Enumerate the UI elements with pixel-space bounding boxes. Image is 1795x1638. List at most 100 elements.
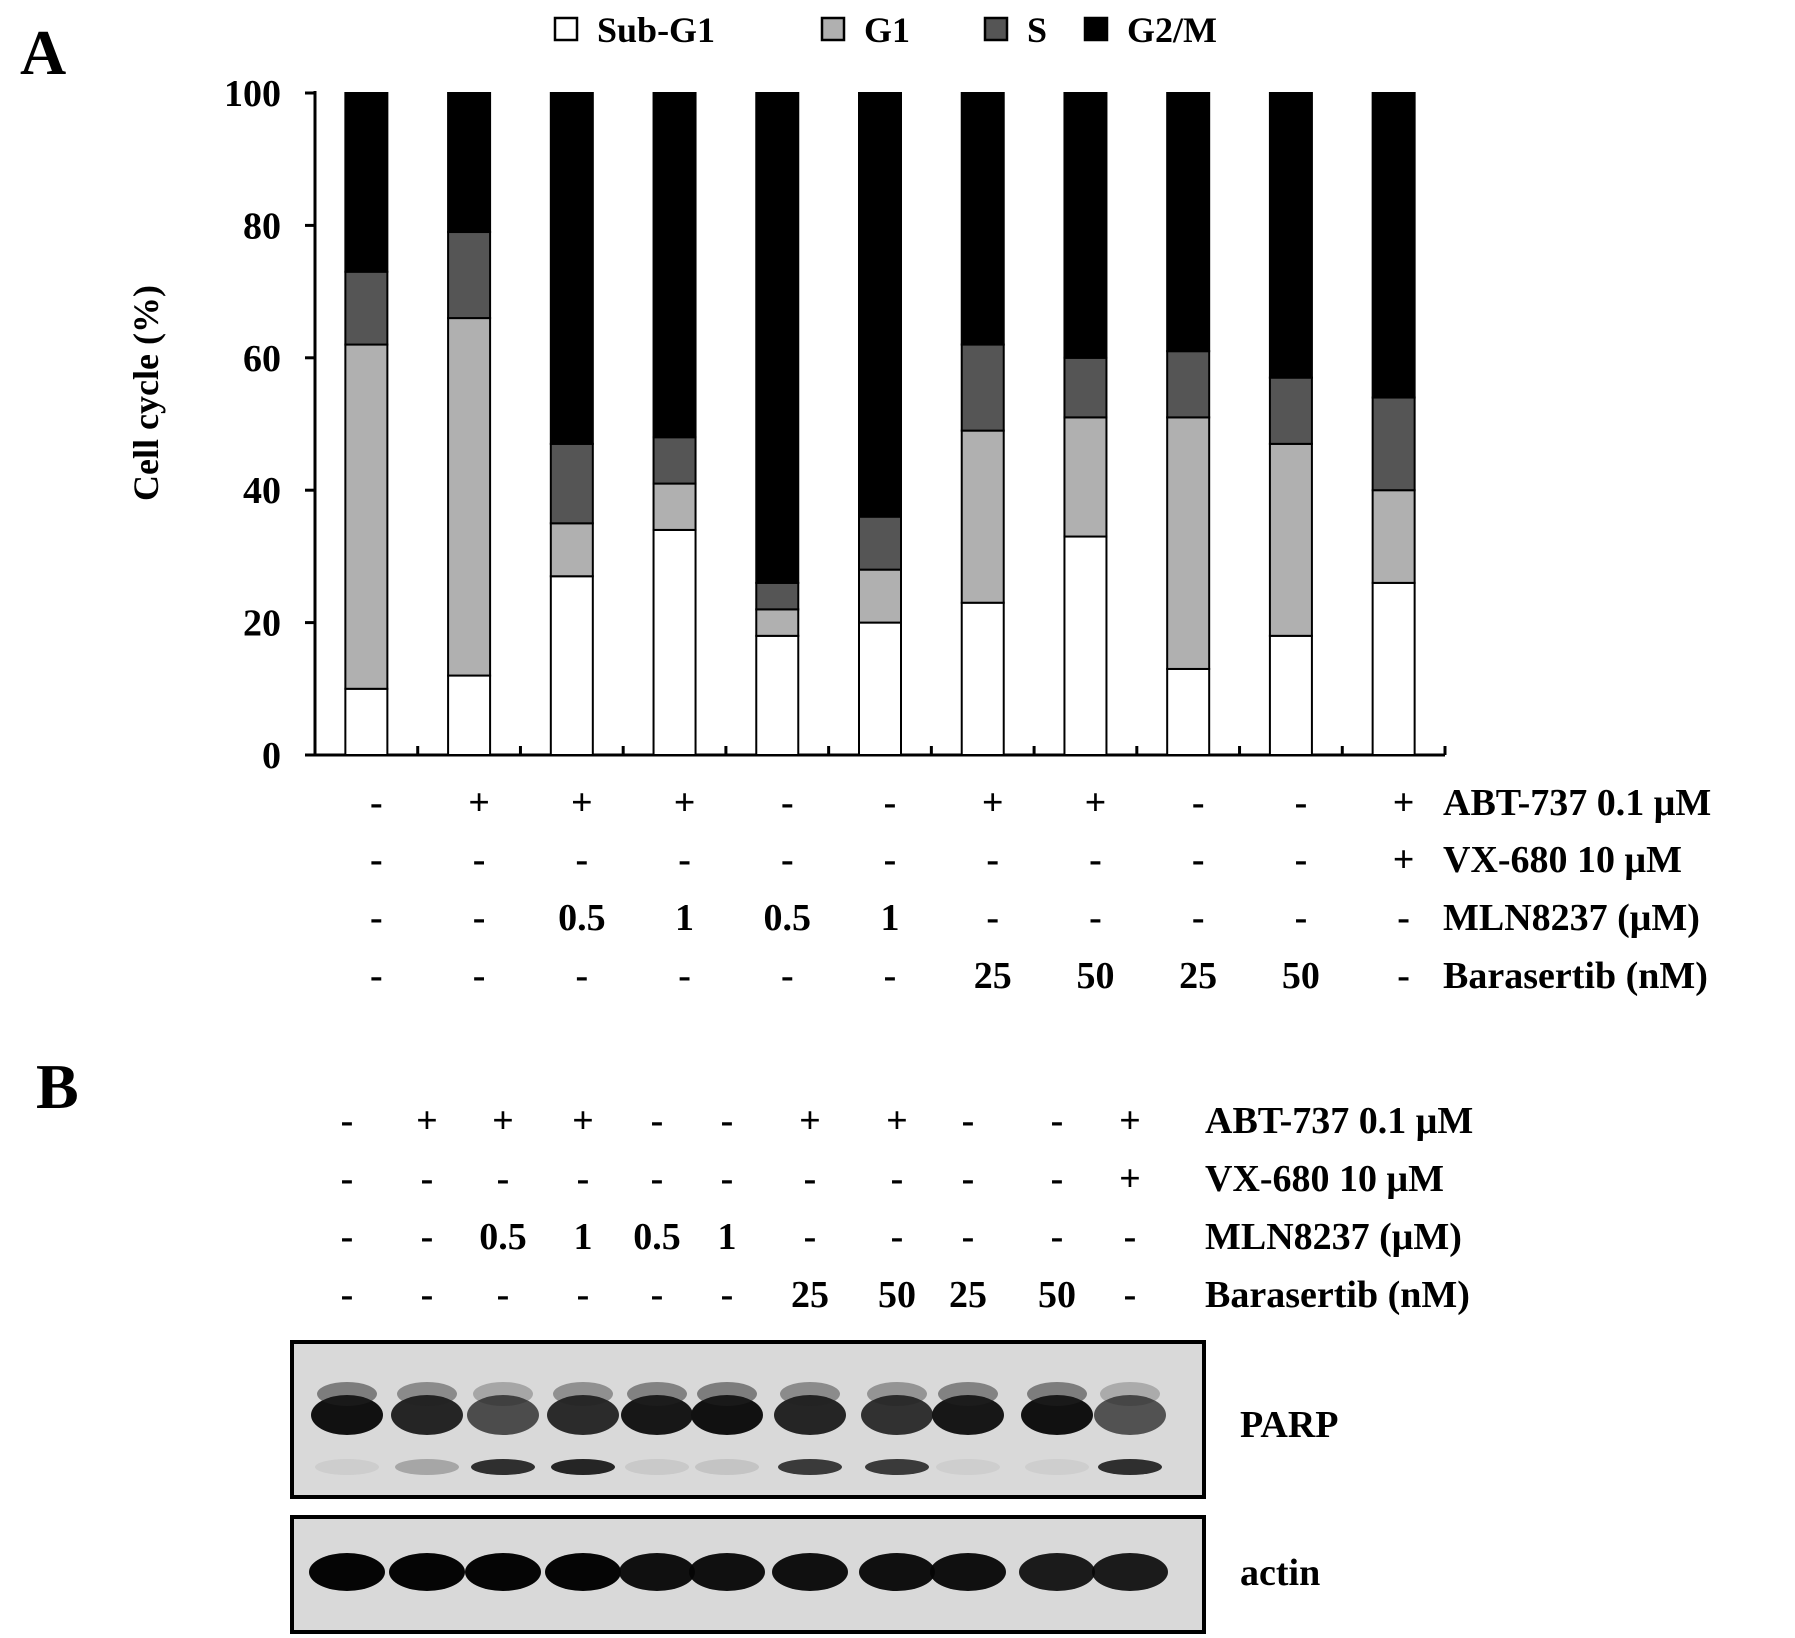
panel-a-label: A xyxy=(20,17,66,88)
treatment-cell-r2-c7: - xyxy=(804,1158,817,1200)
treatment-label-2: VX-680 10 μM xyxy=(1205,1158,1444,1200)
treatment-cell-r4-c6: - xyxy=(721,1274,734,1316)
bar-s-3 xyxy=(549,442,594,525)
treatment-cell-r3-c4: 1 xyxy=(675,897,694,939)
parp-full-band-5 xyxy=(621,1395,693,1435)
parp-full-upper-band-3 xyxy=(473,1382,533,1406)
y-tick-label-80: 80 xyxy=(243,205,281,247)
bar-s-1 xyxy=(344,270,389,346)
legend-label-sub-g1: Sub-G1 xyxy=(597,10,715,50)
treatment-cell-r2-c7: - xyxy=(986,839,999,881)
treatment-cell-r1-c4: + xyxy=(572,1100,594,1142)
bar-sub-g1-5 xyxy=(755,634,800,757)
treatment-cell-r4-c3: - xyxy=(575,955,588,997)
treatment-cell-r4-c8: 50 xyxy=(878,1274,916,1316)
bar-g1-8 xyxy=(1063,416,1108,538)
treatment-cell-r3-c7: - xyxy=(804,1216,817,1258)
parp-full-upper-band-11 xyxy=(1100,1382,1160,1406)
treatment-cell-r3-c1: - xyxy=(341,1216,354,1258)
treatment-cell-r1-c8: + xyxy=(1085,782,1107,824)
actin-band-1 xyxy=(309,1553,385,1591)
treatment-cell-r1-c2: + xyxy=(468,782,490,824)
treatment-cell-r1-c2: + xyxy=(416,1100,438,1142)
bar-g2-m-6 xyxy=(858,92,902,518)
treatment-cell-r4-c4: - xyxy=(678,955,691,997)
actin-band-9 xyxy=(930,1553,1006,1591)
parp-full-band-7 xyxy=(774,1395,846,1435)
bar-g1-6 xyxy=(858,568,902,624)
bar-g1-10 xyxy=(1268,442,1313,637)
legend-swatch-g1 xyxy=(820,16,846,42)
treatment-cell-r4-c9: 25 xyxy=(1179,955,1217,997)
bar-s-5 xyxy=(755,581,800,611)
bar-s-6 xyxy=(858,515,902,571)
bar-g1-7 xyxy=(960,429,1005,604)
treatment-cell-r3-c6: 1 xyxy=(718,1216,737,1258)
treatment-cell-r1-c9: - xyxy=(962,1100,975,1142)
blot-label-actin: actin xyxy=(1240,1552,1320,1594)
panel-a-treatment-table: - + + + - - + + - - + ABT-737 0.1 μM - - - - - - - - - - + VX-6… xyxy=(370,782,1711,997)
actin-band-11 xyxy=(1092,1553,1168,1591)
treatment-cell-r4-c9: 25 xyxy=(949,1274,987,1316)
parp-full-upper-band-10 xyxy=(1027,1382,1087,1406)
legend-swatch-s xyxy=(983,16,1009,42)
y-tick-label-100: 100 xyxy=(224,73,281,115)
treatment-cell-r1-c9: - xyxy=(1192,782,1205,824)
treatment-label-1: ABT-737 0.1 μM xyxy=(1205,1100,1473,1142)
parp-full-band-4 xyxy=(547,1395,619,1435)
treatment-cell-r1-c10: - xyxy=(1295,782,1308,824)
bar-s-2 xyxy=(447,231,492,320)
bar-sub-g1-4 xyxy=(652,528,697,756)
treatment-cell-r3-c3: 0.5 xyxy=(479,1216,527,1258)
parp-full-band-2 xyxy=(391,1395,463,1435)
panel-b-label: B xyxy=(36,1051,79,1122)
treatment-cell-r4-c2: - xyxy=(473,955,486,997)
treatment-cell-r1-c8: + xyxy=(886,1100,908,1142)
treatment-cell-r2-c10: - xyxy=(1295,839,1308,881)
bar-g1-9 xyxy=(1166,416,1211,670)
parp-full-band-1 xyxy=(311,1395,383,1435)
treatment-cell-r3-c5: 0.5 xyxy=(764,897,812,939)
bar-s-7 xyxy=(960,343,1005,432)
treatment-cell-r4-c1: - xyxy=(341,1274,354,1316)
chart-legend: Sub-G1 G1 S G2/M xyxy=(553,10,1217,50)
actin-band-10 xyxy=(1019,1553,1095,1591)
parp-cleaved-band-2 xyxy=(395,1459,459,1475)
treatment-cell-r3-c6: 1 xyxy=(881,897,900,939)
treatment-cell-r3-c3: 0.5 xyxy=(558,897,606,939)
treatment-cell-r4-c5: - xyxy=(651,1274,664,1316)
bar-g1-5 xyxy=(755,608,800,637)
treatment-cell-r4-c10: 50 xyxy=(1038,1274,1076,1316)
bar-g1-2 xyxy=(447,317,492,677)
bar-g1-11 xyxy=(1371,489,1416,584)
treatment-cell-r4-c10: 50 xyxy=(1282,955,1320,997)
treatment-cell-r4-c4: - xyxy=(577,1274,590,1316)
treatment-cell-r2-c8: - xyxy=(1089,839,1102,881)
treatment-cell-r4-c6: - xyxy=(884,955,897,997)
actin-band-3 xyxy=(465,1553,541,1591)
treatment-cell-r3-c2: - xyxy=(473,897,486,939)
treatment-label-4: Barasertib (nM) xyxy=(1205,1274,1470,1316)
parp-full-band-8 xyxy=(861,1395,933,1435)
parp-full-band-11 xyxy=(1094,1395,1166,1435)
bar-g1-4 xyxy=(652,482,697,531)
bar-g2-m-4 xyxy=(652,92,697,439)
bar-g2-m-9 xyxy=(1166,92,1211,353)
parp-full-upper-band-7 xyxy=(780,1382,840,1406)
treatment-cell-r2-c11: + xyxy=(1119,1158,1141,1200)
legend-swatch-sub-g1 xyxy=(553,16,579,42)
bar-sub-g1-9 xyxy=(1166,667,1211,756)
actin-band-5 xyxy=(619,1553,695,1591)
treatment-cell-r4-c11: - xyxy=(1397,955,1410,997)
parp-cleaved-band-5 xyxy=(625,1459,689,1475)
treatment-cell-r1-c6: - xyxy=(884,782,897,824)
parp-full-band-3 xyxy=(467,1395,539,1435)
bar-g2-m-7 xyxy=(960,92,1005,346)
bar-g1-1 xyxy=(344,343,389,690)
actin-band-7 xyxy=(772,1553,848,1591)
treatment-label-1: ABT-737 0.1 μM xyxy=(1443,782,1711,824)
y-tick-label-20: 20 xyxy=(243,603,281,645)
treatment-label-4: Barasertib (nM) xyxy=(1443,955,1708,997)
treatment-cell-r1-c11: + xyxy=(1393,782,1415,824)
